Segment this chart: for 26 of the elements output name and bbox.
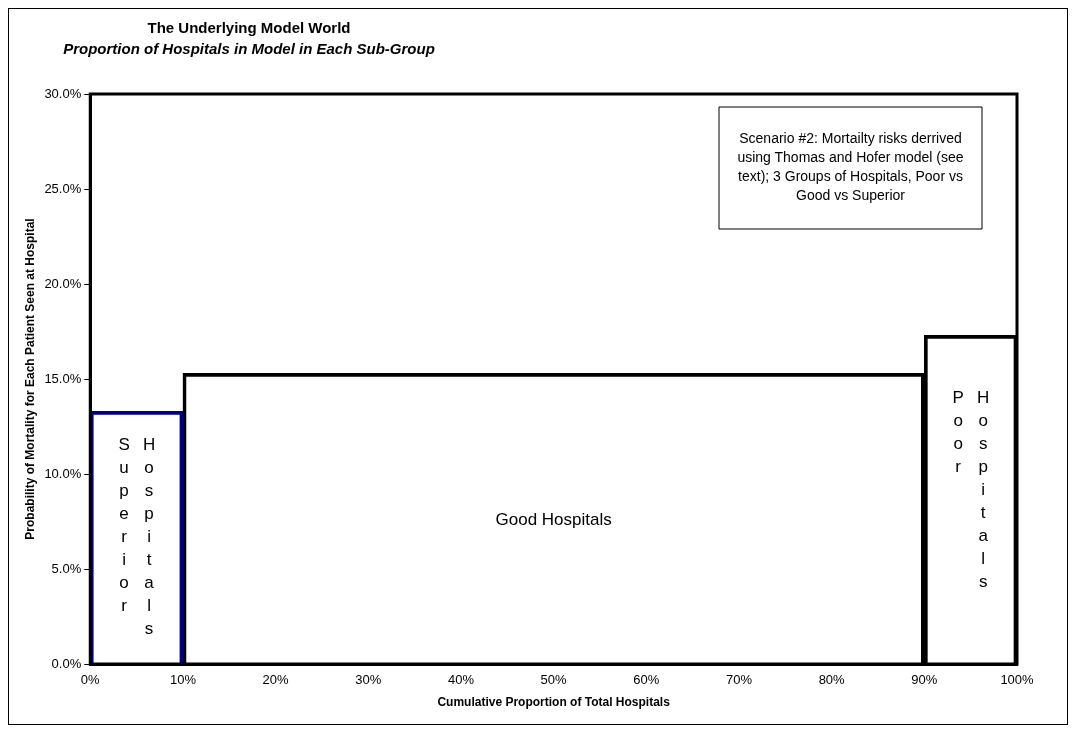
x-tick-label: 60% [633, 672, 660, 688]
annotation: Poor Hospitals [947, 387, 994, 597]
x-tick-label: 20% [262, 672, 290, 688]
y-tick-label: 20.0% [44, 275, 82, 291]
annotation: Good Hospitals [495, 508, 612, 531]
x-tick-label: 90% [911, 672, 938, 688]
y-axis-title: Probability of Mortality for Each Patient Seen at Hospital [22, 218, 37, 540]
x-tick-label: 40% [447, 672, 475, 688]
y-tick-label: 0.0% [51, 655, 82, 671]
chart-subtitle: Proportion of Hospitals in Model in Each Sub-Group [62, 39, 436, 59]
x-tick-label: 0% [80, 672, 101, 688]
y-tick-label: 30.0% [44, 85, 82, 101]
x-tick-label: 50% [540, 672, 568, 688]
y-tick-label: 25.0% [44, 180, 82, 196]
x-tick-label: 30% [355, 672, 382, 688]
y-tick-label: 10.0% [44, 465, 82, 481]
annotation: Scenario #2: Mortailty risks derrived using Thomas and Hofer model (see text); 3 Groups of Hospitals, Poor vs Good vs Superior [737, 130, 964, 204]
x-tick-label: 80% [818, 672, 846, 688]
x-tick-label: 70% [725, 672, 753, 688]
chart-title: The Underlying Model World [146, 18, 352, 38]
y-tick-label: 5.0% [51, 560, 82, 576]
x-tick-label: 100% [1000, 672, 1035, 688]
y-tick-label: 15.0% [44, 370, 82, 386]
x-tick-label: 10% [169, 672, 197, 688]
annotation: Superior Hospitals [113, 434, 160, 642]
x-axis-title: Cumulative Proportion of Total Hospitals [437, 695, 671, 710]
